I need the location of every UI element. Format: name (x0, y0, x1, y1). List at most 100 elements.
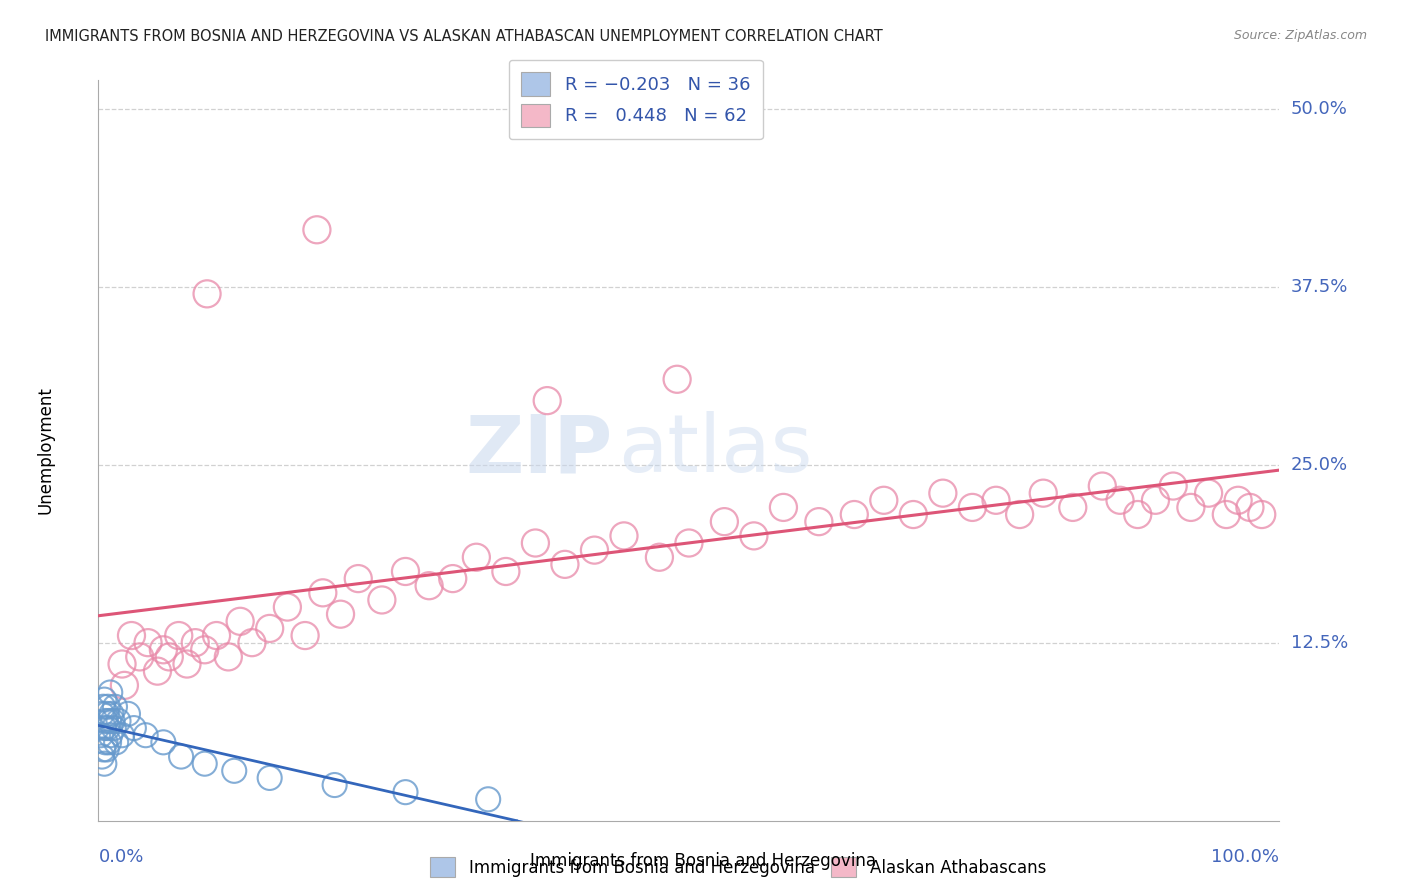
Point (536, 393, 558, 408)
Point (441, 572, 464, 586)
Point (347, 572, 370, 586)
Point (329, 607, 352, 622)
Point (117, 706, 139, 721)
Point (713, 515, 735, 529)
Point (613, 529, 636, 543)
Point (1227, 493, 1250, 508)
Point (1215, 508, 1237, 522)
Point (305, 223, 328, 237)
Point (111, 657, 134, 671)
Point (742, 529, 765, 543)
Point (224, 764, 246, 778)
Point (176, 657, 198, 671)
Point (1198, 486, 1220, 500)
Point (984, 493, 1007, 508)
Point (195, 286, 218, 301)
Text: 50.0%: 50.0% (1291, 100, 1347, 118)
Point (105, 735, 128, 749)
Point (112, 678, 135, 692)
Point (666, 372, 689, 386)
Point (94, 735, 117, 749)
Point (1091, 479, 1114, 493)
Point (371, 593, 394, 607)
Point (146, 664, 169, 678)
Point (229, 615, 252, 629)
Point (100, 706, 122, 721)
Text: 25.0%: 25.0% (1291, 456, 1348, 474)
Point (465, 550, 488, 565)
Point (1180, 500, 1202, 515)
Point (122, 721, 145, 735)
Point (678, 536, 700, 550)
Point (96, 742, 118, 756)
Point (1144, 493, 1167, 508)
Point (128, 649, 150, 664)
Point (962, 500, 984, 515)
Point (98, 735, 121, 749)
Text: 0.0%: 0.0% (98, 848, 143, 866)
Text: Unemployment: Unemployment (37, 386, 55, 515)
Point (107, 714, 129, 728)
Point (477, 792, 499, 806)
Point (217, 649, 239, 664)
Point (194, 642, 217, 657)
Point (1062, 500, 1084, 515)
Text: IMMIGRANTS FROM BOSNIA AND HERZEGOVINA VS ALASKAN ATHABASCAN UNEMPLOYMENT CORREL: IMMIGRANTS FROM BOSNIA AND HERZEGOVINA V… (45, 29, 883, 44)
Point (873, 493, 896, 508)
Point (91, 749, 114, 764)
Point (104, 699, 127, 714)
Point (1250, 508, 1272, 522)
Point (136, 635, 159, 649)
Point (807, 515, 830, 529)
Point (91, 742, 114, 756)
Point (97, 721, 120, 735)
Text: Immigrants from Bosnia and Herzegovina: Immigrants from Bosnia and Herzegovina (530, 852, 876, 870)
Point (157, 649, 180, 664)
Point (276, 600, 298, 615)
Point (93, 721, 115, 735)
Point (111, 728, 134, 742)
Point (167, 628, 190, 642)
Point (90, 728, 112, 742)
Point (98, 728, 121, 742)
Point (240, 635, 263, 649)
Text: 100.0%: 100.0% (1212, 848, 1279, 866)
Legend: Immigrants from Bosnia and Herzegovina, Alaskan Athabascans: Immigrants from Bosnia and Herzegovina, … (430, 857, 1046, 877)
Text: Source: ZipAtlas.com: Source: ZipAtlas.com (1233, 29, 1367, 42)
Point (170, 749, 193, 764)
Point (98, 685, 121, 699)
Point (103, 721, 125, 735)
Point (1109, 493, 1132, 508)
Point (194, 756, 217, 771)
Point (93, 756, 115, 771)
Point (93, 692, 115, 706)
Point (844, 508, 866, 522)
Point (98, 714, 121, 728)
Point (648, 550, 671, 565)
Point (903, 508, 925, 522)
Text: 12.5%: 12.5% (1291, 633, 1348, 652)
Point (932, 486, 955, 500)
Point (205, 628, 228, 642)
Point (121, 628, 143, 642)
Point (135, 728, 157, 742)
Point (294, 628, 316, 642)
Point (152, 642, 174, 657)
Point (554, 558, 576, 572)
Point (1239, 500, 1261, 515)
Point (1008, 508, 1031, 522)
Point (259, 771, 281, 785)
Point (184, 635, 207, 649)
Point (94, 714, 117, 728)
Point (1161, 479, 1184, 493)
Point (418, 579, 440, 593)
Text: ZIP: ZIP (465, 411, 612, 490)
Point (495, 565, 517, 579)
Point (394, 785, 416, 799)
Point (524, 536, 547, 550)
Text: atlas: atlas (619, 411, 813, 490)
Point (91, 706, 114, 721)
Point (101, 714, 124, 728)
Point (323, 778, 346, 792)
Point (96, 706, 118, 721)
